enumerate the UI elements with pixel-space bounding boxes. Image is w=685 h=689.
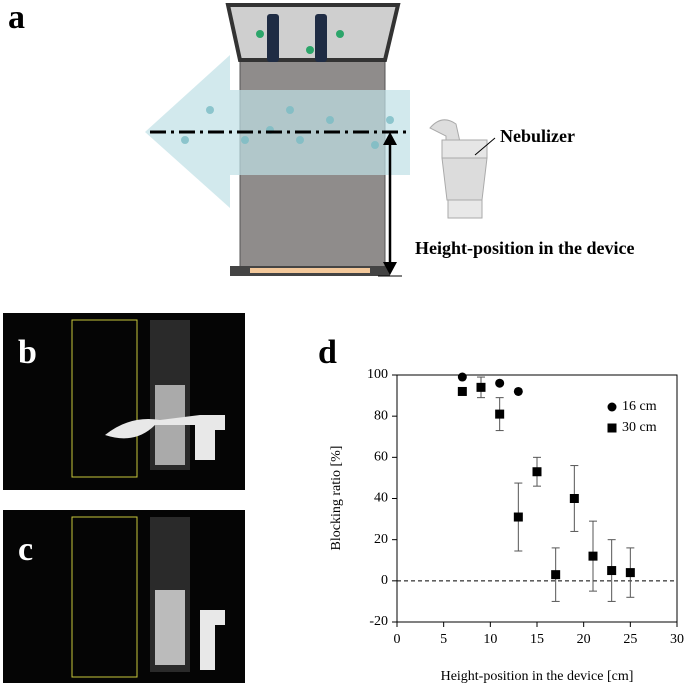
x-tick-label: 20 [577,632,591,647]
x-tick-label: 30 [670,632,684,647]
data-point [607,423,617,433]
data-point [551,570,561,580]
camera-image [3,313,245,490]
x-tick-label: 0 [394,632,401,647]
panel-label: c [18,531,33,568]
y-tick-label: 80 [374,408,388,423]
annotation: Height-position in the device [415,238,635,258]
y-tick-label: 60 [374,450,388,465]
data-point [513,512,523,522]
camera-image [3,510,245,683]
data-point [607,402,617,412]
data-point [457,372,467,382]
device-illustration [145,3,496,277]
y-tick-label: 20 [374,532,388,547]
data-point [495,378,505,388]
data-point [476,382,486,392]
data-point [569,494,579,503]
y-tick-label: 40 [374,491,388,506]
data-point [495,409,505,419]
panel-label: b [18,334,37,371]
y-tick-label: -20 [369,614,388,629]
x-tick-label: 15 [530,632,544,647]
data-point [625,568,635,578]
panel-label: a [8,0,25,36]
y-tick-label: 0 [381,573,388,588]
y-axis-title: Blocking ratio [%] [329,446,344,551]
y-tick-label: 100 [367,367,388,382]
x-tick-label: 10 [483,632,497,647]
data-point [588,551,598,561]
data-point [607,566,617,576]
x-axis-title: Height-position in the device [cm] [441,669,634,684]
x-tick-label: 5 [440,632,447,647]
annotation: Nebulizer [500,126,575,146]
data-point [532,467,542,477]
legend-label: 30 cm [622,420,657,435]
panel-label: d [318,334,337,371]
data-point [457,386,467,396]
x-tick-label: 25 [623,632,637,647]
data-point [513,386,523,396]
legend-label: 16 cm [622,399,657,414]
